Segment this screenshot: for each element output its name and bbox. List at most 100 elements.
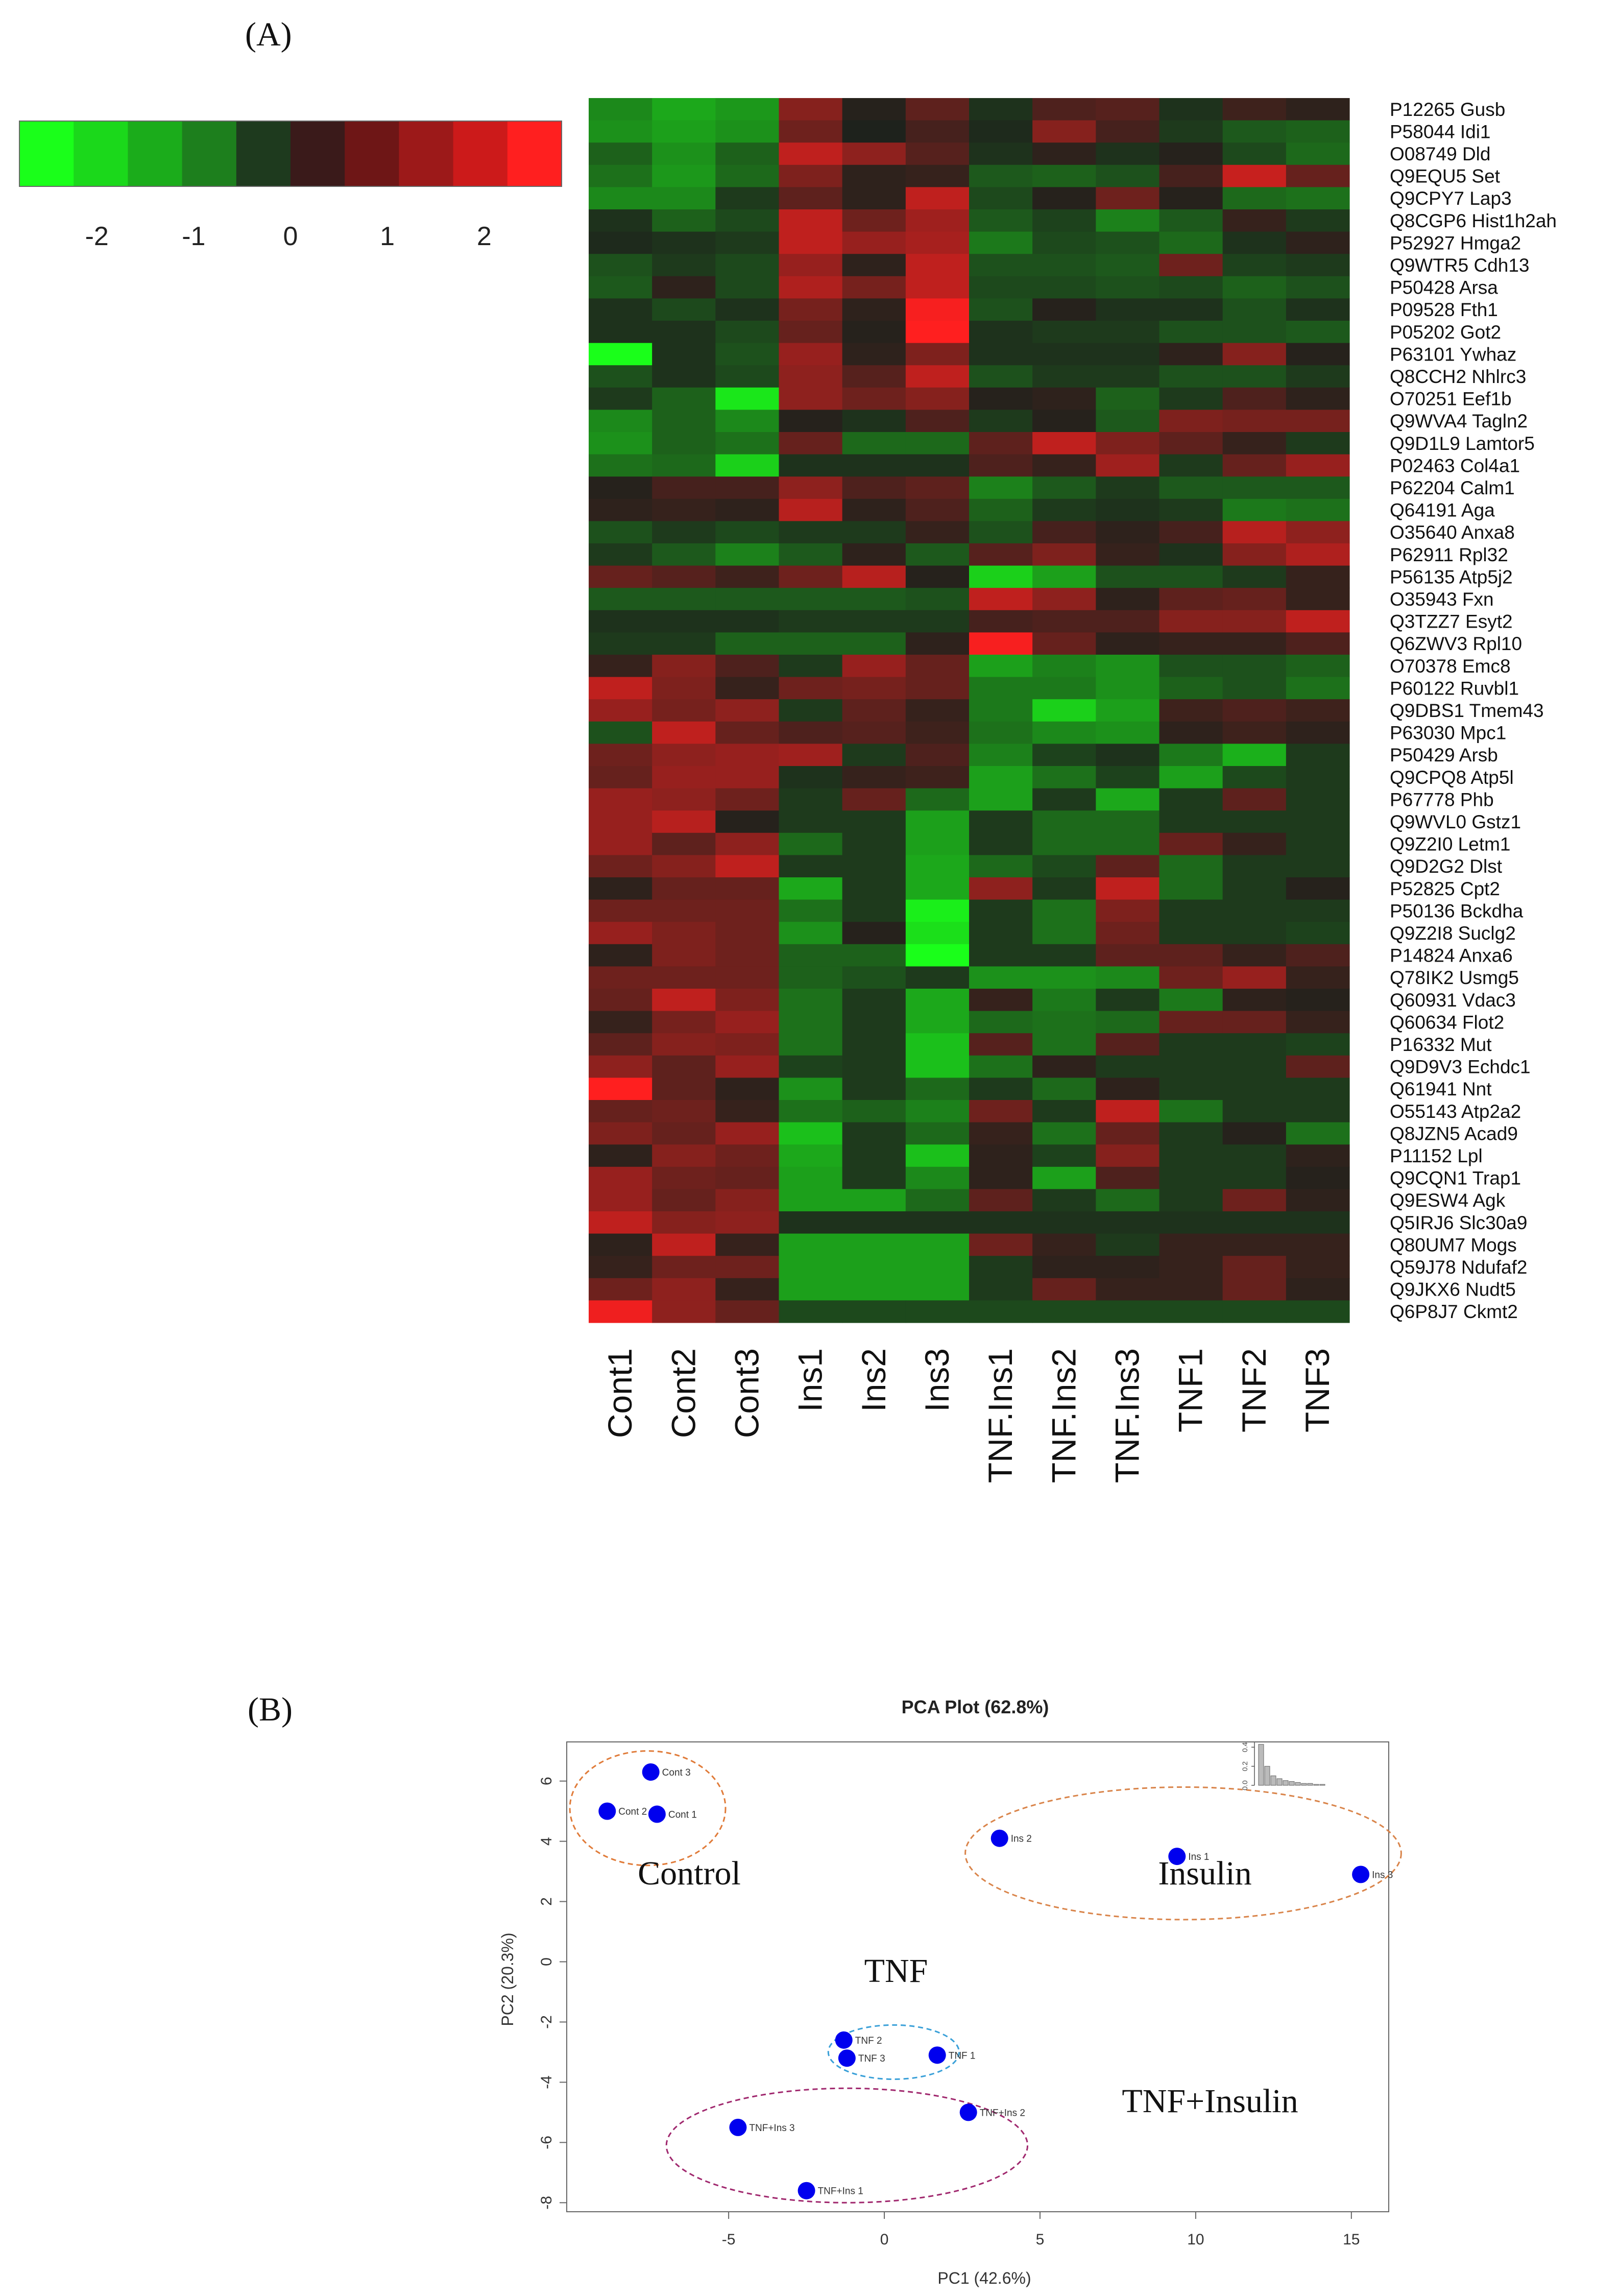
heatmap-cell (969, 655, 1033, 678)
heatmap-cell (715, 498, 780, 521)
heatmap-cell (969, 454, 1033, 477)
heatmap-cell (652, 766, 716, 789)
heatmap-cell (589, 365, 653, 388)
heatmap-cell (1222, 120, 1287, 143)
heatmap-row-label: P11152 Lpl (1390, 1145, 1483, 1166)
x-tick-label: 15 (1343, 2231, 1360, 2248)
heatmap-cell (969, 410, 1033, 433)
heatmap-cell (1159, 1166, 1223, 1189)
heatmap-row-label: Q9D9V3 Echdc1 (1390, 1057, 1531, 1078)
heatmap-cell (1222, 610, 1287, 633)
heatmap-cell (842, 565, 906, 588)
heatmap-row-label: P62204 Calm1 (1390, 477, 1515, 498)
heatmap-cell (589, 387, 653, 410)
heatmap-cell (1032, 766, 1096, 789)
heatmap-cell (842, 1100, 906, 1123)
heatmap-cell (779, 1055, 843, 1078)
heatmap-cell (1222, 209, 1287, 232)
heatmap-row-label: Q9JKX6 Nudt5 (1390, 1279, 1516, 1300)
heatmap-cell (1096, 231, 1160, 254)
heatmap-cell (715, 721, 780, 744)
pca-plot: PCA Plot (62.8%) -5 0 5 10 15 -8 -6 -4 -2 0 2 4 6 Co… (498, 1696, 1402, 2287)
pca-point (729, 2118, 747, 2136)
heatmap-cell (842, 1211, 906, 1234)
heatmap-cell (715, 944, 780, 967)
heatmap-cell (1159, 944, 1223, 967)
inset-bar (1289, 1781, 1295, 1786)
heatmap-cell (589, 922, 653, 945)
heatmap-cell (1159, 410, 1223, 433)
heatmap-cell (905, 98, 970, 121)
heatmap-cell (1096, 1233, 1160, 1256)
y-tick-label: -6 (538, 2136, 555, 2149)
heatmap-cell (1032, 432, 1096, 455)
heatmap-cell (969, 721, 1033, 744)
heatmap-cell (1032, 1166, 1096, 1189)
heatmap-cell (1096, 1100, 1160, 1123)
heatmap-cell (1032, 899, 1096, 922)
heatmap-cell (1286, 788, 1350, 811)
heatmap-cell (905, 610, 970, 633)
heatmap-cell (652, 98, 716, 121)
heatmap-cell (1096, 1300, 1160, 1323)
heatmap-cell (1159, 1122, 1223, 1145)
heatmap-cell (589, 142, 653, 165)
heatmap-cell (969, 476, 1033, 499)
heatmap-cell (589, 498, 653, 521)
heatmap-cell (1159, 498, 1223, 521)
heatmap-cell (1222, 98, 1287, 121)
heatmap-cell (1159, 1011, 1223, 1034)
heatmap-cell (842, 699, 906, 722)
heatmap-cell (779, 922, 843, 945)
heatmap-row-label: Q9WVL0 Gstz1 (1390, 811, 1521, 832)
heatmap-cell (1096, 276, 1160, 299)
heatmap-cell (1222, 744, 1287, 767)
heatmap-cell (842, 744, 906, 767)
heatmap-cell (842, 632, 906, 655)
inset-bar (1313, 1784, 1319, 1786)
heatmap-column-label: Ins1 (791, 1348, 829, 1412)
heatmap-cell (1222, 476, 1287, 499)
heatmap-cell (652, 1122, 716, 1145)
heatmap-cell (842, 1011, 906, 1034)
heatmap-cell (652, 1211, 716, 1234)
heatmap-cell (842, 343, 906, 366)
heatmap-cell (905, 1011, 970, 1034)
heatmap-cell (969, 1300, 1033, 1323)
heatmap-cell (1159, 899, 1223, 922)
heatmap-cell (1222, 410, 1287, 433)
heatmap-cell (779, 276, 843, 299)
heatmap-column-label: TNF2 (1235, 1348, 1273, 1432)
heatmap-cell (779, 543, 843, 566)
heatmap-cell (842, 410, 906, 433)
heatmap-cell (589, 766, 653, 789)
heatmap-cell (842, 387, 906, 410)
heatmap-cell (1286, 1211, 1350, 1234)
heatmap-cell (842, 832, 906, 855)
heatmap-cell (715, 187, 780, 210)
heatmap-cell (1222, 1144, 1287, 1167)
heatmap-cell (1286, 1011, 1350, 1034)
heatmap-cell (652, 164, 716, 187)
y-tick-label: -4 (538, 2075, 555, 2089)
heatmap-cell (779, 476, 843, 499)
heatmap-cell (1096, 610, 1160, 633)
heatmap-cell (652, 343, 716, 366)
pca-point (798, 2182, 815, 2199)
heatmap-cell (1032, 922, 1096, 945)
heatmap-cell (652, 1256, 716, 1279)
heatmap-row-label: Q9D1L9 Lamtor5 (1390, 433, 1535, 454)
heatmap-cell (1159, 699, 1223, 722)
heatmap-cell (1032, 1055, 1096, 1078)
heatmap-cell (779, 788, 843, 811)
heatmap-cell (589, 610, 653, 633)
heatmap-cell (969, 321, 1033, 344)
heatmap-cell (842, 677, 906, 700)
heatmap-cell (652, 1011, 716, 1034)
heatmap-cell (905, 1033, 970, 1056)
heatmap-cell (589, 209, 653, 232)
heatmap-cell (905, 1144, 970, 1167)
heatmap-cell (1222, 1278, 1287, 1301)
heatmap-row-label: P09528 Fth1 (1390, 299, 1498, 320)
heatmap-cell (1096, 1078, 1160, 1101)
